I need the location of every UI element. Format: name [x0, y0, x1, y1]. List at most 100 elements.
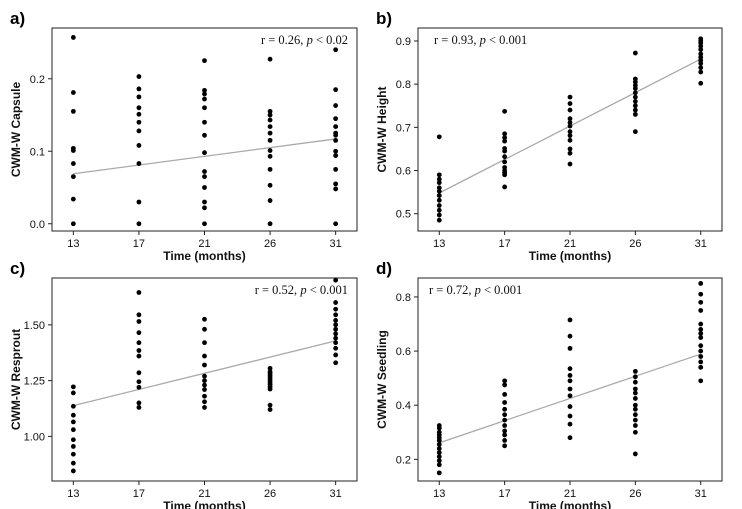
correlation-annotation: r = 0.52, p < 0.001 — [255, 283, 348, 297]
data-point — [567, 435, 573, 441]
data-point — [136, 221, 142, 227]
y-tick-label: 0.6 — [396, 346, 411, 358]
data-point — [333, 335, 339, 341]
data-point — [333, 360, 339, 366]
y-tick-label: 0.2 — [396, 454, 411, 466]
data-point — [267, 198, 273, 203]
data-point — [502, 154, 508, 160]
data-point — [333, 322, 339, 328]
data-point — [333, 221, 339, 227]
data-point — [70, 427, 76, 433]
annotation-p-symbol: p — [299, 283, 306, 297]
data-point — [267, 153, 273, 159]
data-point — [267, 137, 273, 143]
data-point — [202, 185, 207, 190]
data-point — [698, 308, 704, 313]
annotation-r: r = 0.93, — [434, 33, 480, 47]
data-point — [567, 101, 573, 106]
data-point — [136, 330, 142, 336]
data-point — [436, 203, 442, 208]
annotation-p-value: < 0.001 — [307, 283, 348, 297]
data-point — [698, 47, 704, 52]
data-point — [698, 61, 704, 66]
correlation-annotation: r = 0.93, p < 0.001 — [434, 33, 527, 47]
data-point — [632, 379, 638, 385]
data-point — [436, 188, 442, 194]
data-point — [333, 148, 339, 154]
data-point — [698, 335, 704, 340]
data-point — [632, 79, 638, 85]
data-point — [632, 94, 638, 100]
data-point — [698, 51, 704, 57]
data-point — [632, 99, 638, 104]
data-point — [436, 185, 442, 191]
panel-label: d) — [376, 259, 392, 278]
data-point — [502, 432, 508, 438]
data-point — [567, 421, 573, 427]
x-tick-label: 21 — [198, 488, 210, 500]
data-point — [136, 199, 142, 205]
data-point — [567, 378, 573, 384]
annotation-p-symbol: p — [479, 33, 486, 47]
data-point — [698, 359, 704, 365]
data-point — [267, 365, 273, 371]
data-point — [567, 146, 573, 152]
data-point — [698, 291, 704, 297]
data-point — [502, 412, 508, 418]
data-point — [70, 390, 76, 396]
data-point — [502, 400, 508, 405]
x-tick-label: 26 — [264, 238, 276, 250]
data-point — [436, 172, 442, 178]
data-point — [436, 217, 442, 223]
data-point — [632, 50, 638, 56]
x-tick-label: 31 — [330, 488, 342, 500]
data-point — [436, 212, 442, 218]
data-point — [202, 132, 207, 138]
panel-c: c) 13 17 21 26 31 1.00 1.25 1.50 Time (months) CWM… — [9, 259, 358, 509]
data-point — [436, 450, 442, 455]
panel-d: d) 13 17 21 26 31 0.2 0.4 0.6 0.8 Time (months) CWM… — [375, 259, 723, 509]
y-tick-label: 1.00 — [24, 431, 45, 443]
data-point — [267, 221, 273, 227]
data-point — [502, 108, 508, 114]
data-point — [202, 91, 207, 97]
data-point — [698, 321, 704, 327]
data-point — [202, 404, 207, 410]
annotation-r: r = 0.26, — [261, 33, 307, 47]
data-point — [70, 468, 76, 474]
data-point — [502, 382, 508, 388]
data-point — [202, 382, 207, 388]
data-point — [502, 391, 508, 397]
data-point — [333, 300, 339, 305]
x-axis-title: Time (months) — [529, 499, 611, 509]
data-point — [70, 196, 76, 202]
data-point — [632, 103, 638, 109]
data-point — [502, 378, 508, 384]
data-point — [567, 120, 573, 125]
data-point — [202, 174, 207, 180]
data-point — [333, 340, 339, 346]
data-point — [436, 454, 442, 460]
data-point — [70, 412, 76, 418]
data-point — [70, 419, 76, 425]
data-point — [267, 130, 273, 136]
data-point — [333, 124, 339, 129]
data-point — [70, 403, 76, 409]
data-point — [698, 281, 704, 286]
data-point — [202, 399, 207, 405]
x-tick-label: 13 — [433, 488, 445, 500]
data-point — [136, 312, 142, 318]
data-point — [202, 353, 207, 359]
y-tick-label: 0.2 — [30, 74, 45, 86]
annotation-p-value: < 0.001 — [481, 283, 522, 297]
y-tick-label: 0.6 — [396, 166, 411, 178]
data-point — [70, 221, 76, 227]
data-point — [333, 181, 339, 187]
data-point — [698, 378, 704, 384]
data-point — [698, 331, 704, 336]
x-tick-label: 26 — [629, 488, 641, 500]
data-point — [436, 425, 442, 431]
data-point — [333, 186, 339, 192]
y-axis-title: CWM-W Seedling — [375, 330, 389, 429]
annotation-p-symbol: p — [306, 33, 313, 47]
